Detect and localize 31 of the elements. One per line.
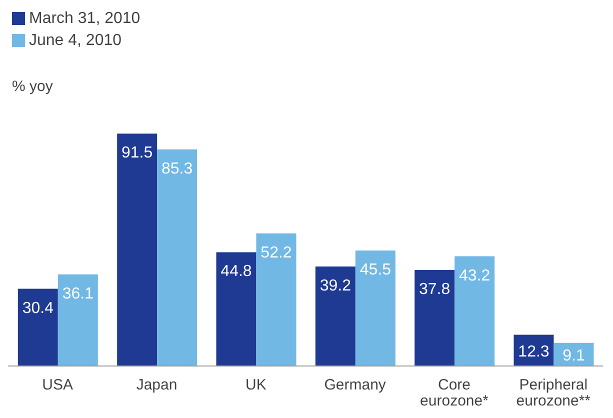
bar (216, 252, 256, 366)
x-tick-label: Peripheral eurozone** (516, 376, 591, 410)
data-label: 52.2 (260, 244, 292, 262)
bar (117, 134, 158, 366)
data-label: 43.2 (459, 267, 490, 284)
bar (58, 274, 98, 366)
x-tick-label: UK (245, 376, 266, 394)
data-label: 37.8 (419, 281, 450, 298)
data-label: 44.8 (220, 263, 252, 280)
bar (454, 256, 495, 366)
text: % yoy (12, 78, 53, 95)
bar (256, 233, 296, 366)
bar (18, 288, 58, 366)
bar (414, 270, 455, 366)
data-label: 9.1 (562, 347, 585, 364)
legend-label: March 31, 2010 (29, 10, 140, 27)
data-label: 30.4 (22, 300, 54, 317)
x-tick-label: USA (42, 376, 74, 394)
bar (157, 149, 198, 366)
bar (315, 266, 356, 366)
data-label: 85.3 (162, 160, 193, 178)
x-tick-label: Core eurozone* (420, 376, 489, 410)
x-tick-label: Germany (324, 376, 386, 394)
legend-label: June 4, 2010 (29, 32, 122, 49)
data-label: 12.3 (518, 343, 550, 360)
data-label: 36.1 (62, 285, 94, 302)
data-label: 91.5 (122, 144, 153, 162)
data-label: 39.2 (320, 277, 352, 294)
x-tick-label: Japan (136, 376, 178, 394)
data-label: 45.5 (360, 261, 392, 278)
bar (355, 250, 396, 366)
